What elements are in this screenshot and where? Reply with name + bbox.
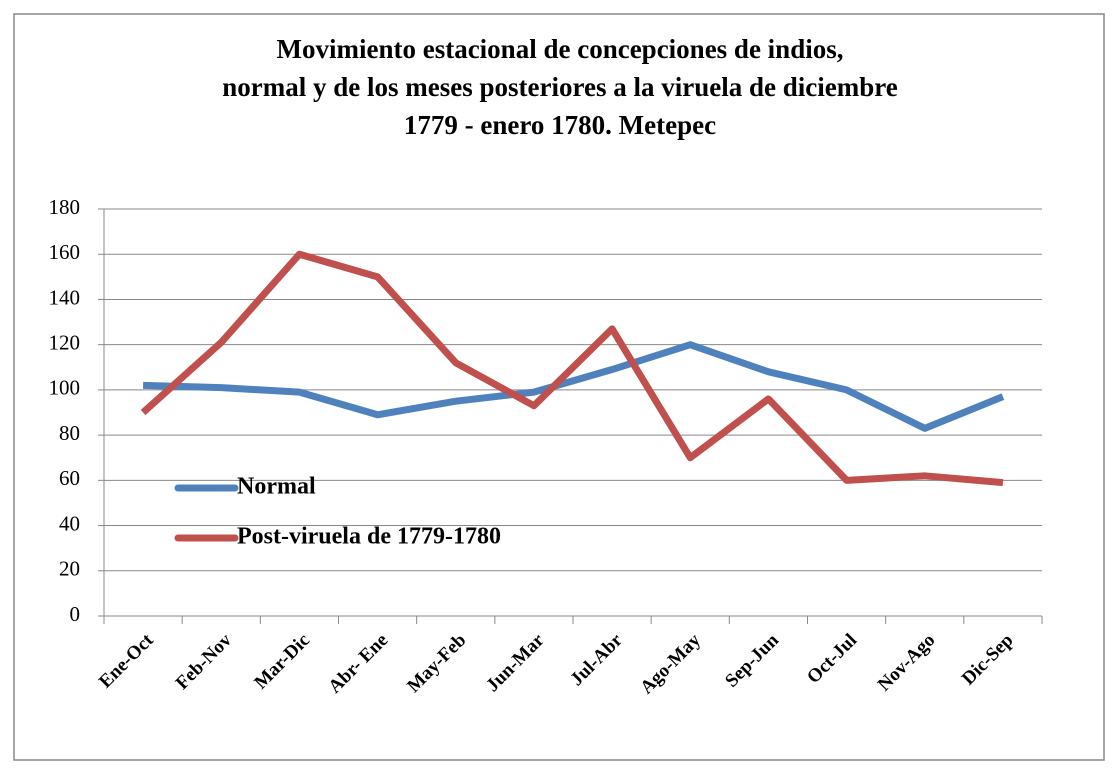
chart-title: normal y de los meses posteriores a la v… — [222, 72, 897, 102]
chart-title: Movimiento estacional de concepciones de… — [277, 34, 844, 64]
y-tick-label: 0 — [70, 602, 81, 626]
y-tick-label: 160 — [49, 240, 81, 264]
y-tick-label: 80 — [59, 421, 80, 445]
legend-label: Post-viruela de 1779-1780 — [237, 524, 501, 550]
y-tick-label: 140 — [49, 285, 81, 309]
y-tick-label: 120 — [49, 330, 81, 354]
legend-label: Normal — [237, 474, 316, 500]
y-tick-label: 60 — [59, 466, 80, 490]
y-tick-label: 100 — [49, 376, 81, 400]
chart-title: 1779 - enero 1780. Metepec — [404, 110, 716, 140]
series-line — [142, 341, 1005, 432]
y-tick-label: 40 — [59, 511, 80, 535]
y-tick-label: 180 — [49, 195, 81, 219]
y-tick-label: 20 — [59, 557, 80, 581]
series-line — [140, 250, 1004, 487]
